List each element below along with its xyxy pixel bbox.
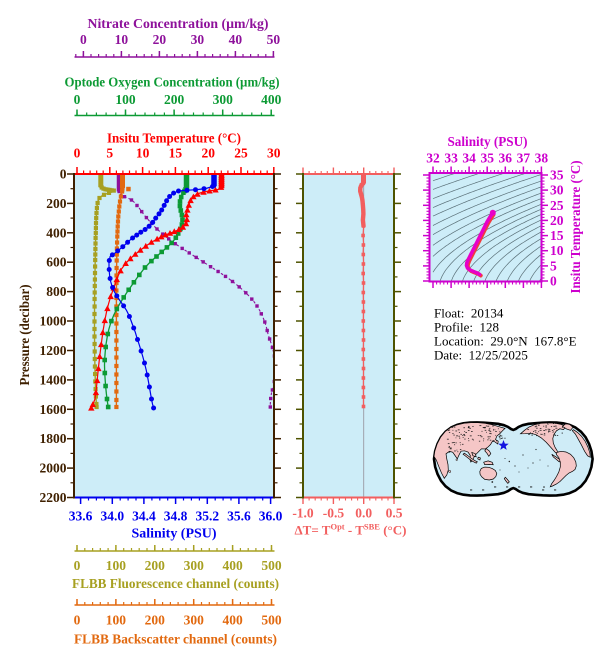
svg-text:100: 100 <box>106 613 127 628</box>
svg-text:Location: 29.0°N 167.8°E: Location: 29.0°N 167.8°E <box>434 334 577 349</box>
svg-text:300: 300 <box>184 558 205 573</box>
svg-text:400: 400 <box>46 225 67 240</box>
svg-text:400: 400 <box>222 613 243 628</box>
svg-text:1000: 1000 <box>40 314 67 329</box>
svg-text:FLBB Fluorescence channel (cou: FLBB Fluorescence channel (counts) <box>72 576 279 591</box>
svg-text:800: 800 <box>46 284 67 299</box>
svg-text:0: 0 <box>74 558 81 573</box>
svg-text:1400: 1400 <box>40 372 67 387</box>
svg-text:0: 0 <box>74 92 81 107</box>
svg-text:10: 10 <box>136 146 150 161</box>
svg-text:15: 15 <box>550 228 564 243</box>
svg-text:50: 50 <box>267 32 281 47</box>
svg-text:30: 30 <box>191 32 205 47</box>
svg-text:200: 200 <box>164 92 185 107</box>
svg-text:35.2: 35.2 <box>195 509 219 524</box>
svg-text:10: 10 <box>550 243 564 258</box>
svg-text:Float: 20134: Float: 20134 <box>434 306 504 321</box>
svg-text:ΔT= TOpt - TSBE (°C): ΔT= TOpt - TSBE (°C) <box>295 522 407 538</box>
svg-text:Date: 12/25/2025: Date: 12/25/2025 <box>434 348 528 363</box>
svg-text:2000: 2000 <box>40 461 67 476</box>
svg-text:400: 400 <box>261 92 282 107</box>
svg-text:0: 0 <box>74 613 81 628</box>
svg-text:600: 600 <box>46 255 67 270</box>
svg-text:100: 100 <box>106 558 127 573</box>
svg-text:34.4: 34.4 <box>132 509 156 524</box>
svg-text:2200: 2200 <box>40 490 67 505</box>
svg-text:400: 400 <box>222 558 243 573</box>
svg-text:1200: 1200 <box>40 343 67 358</box>
svg-text:0: 0 <box>550 274 557 289</box>
svg-text:36: 36 <box>499 151 513 166</box>
svg-text:500: 500 <box>261 558 282 573</box>
svg-text:Nitrate Concentration (µm/kg): Nitrate Concentration (µm/kg) <box>88 16 269 31</box>
svg-text:38: 38 <box>535 151 549 166</box>
svg-text:0: 0 <box>60 167 67 182</box>
svg-text:33.6: 33.6 <box>69 509 93 524</box>
svg-text:33: 33 <box>444 151 458 166</box>
svg-text:20: 20 <box>153 32 167 47</box>
svg-text:5: 5 <box>550 258 557 273</box>
svg-text:200: 200 <box>145 613 166 628</box>
svg-text:Insitu Temperature (°C): Insitu Temperature (°C) <box>568 161 583 294</box>
svg-text:25: 25 <box>550 198 564 213</box>
svg-text:0: 0 <box>74 146 81 161</box>
svg-text:0.0: 0.0 <box>355 506 372 521</box>
svg-text:1600: 1600 <box>40 402 67 417</box>
svg-text:35: 35 <box>480 151 494 166</box>
svg-text:Profile: 128: Profile: 128 <box>434 320 499 335</box>
svg-text:30: 30 <box>550 183 564 198</box>
svg-text:FLBB Backscatter channel (coun: FLBB Backscatter channel (counts) <box>74 632 277 647</box>
svg-text:20: 20 <box>201 146 215 161</box>
svg-text:10: 10 <box>115 32 129 47</box>
svg-text:1800: 1800 <box>40 431 67 446</box>
svg-text:40: 40 <box>229 32 243 47</box>
svg-text:34: 34 <box>462 151 476 166</box>
svg-text:34.8: 34.8 <box>164 509 188 524</box>
svg-text:35.6: 35.6 <box>227 509 251 524</box>
svg-text:500: 500 <box>261 613 282 628</box>
svg-text:35: 35 <box>550 168 564 183</box>
svg-text:36.0: 36.0 <box>259 509 283 524</box>
svg-text:-0.5: -0.5 <box>323 506 345 521</box>
svg-text:300: 300 <box>184 613 205 628</box>
svg-text:200: 200 <box>46 196 67 211</box>
svg-text:300: 300 <box>213 92 234 107</box>
svg-text:37: 37 <box>517 151 531 166</box>
svg-text:32: 32 <box>426 151 440 166</box>
svg-text:34.0: 34.0 <box>100 509 124 524</box>
svg-text:Salinity (PSU): Salinity (PSU) <box>132 526 217 541</box>
svg-text:0: 0 <box>80 32 87 47</box>
svg-text:Pressure (decibar): Pressure (decibar) <box>17 285 32 386</box>
svg-text:Optode Oxygen Concentration (µ: Optode Oxygen Concentration (µm/kg) <box>65 75 280 90</box>
svg-text:25: 25 <box>234 146 248 161</box>
svg-text:0.5: 0.5 <box>386 506 403 521</box>
svg-text:-1.0: -1.0 <box>292 506 314 521</box>
svg-text:100: 100 <box>115 92 136 107</box>
svg-text:Salinity (PSU): Salinity (PSU) <box>448 134 528 149</box>
svg-text:200: 200 <box>145 558 166 573</box>
svg-text:30: 30 <box>267 146 281 161</box>
svg-text:5: 5 <box>106 146 113 161</box>
svg-text:Insitu Temperature (°C): Insitu Temperature (°C) <box>107 131 241 146</box>
svg-text:15: 15 <box>169 146 183 161</box>
svg-text:20: 20 <box>550 213 564 228</box>
